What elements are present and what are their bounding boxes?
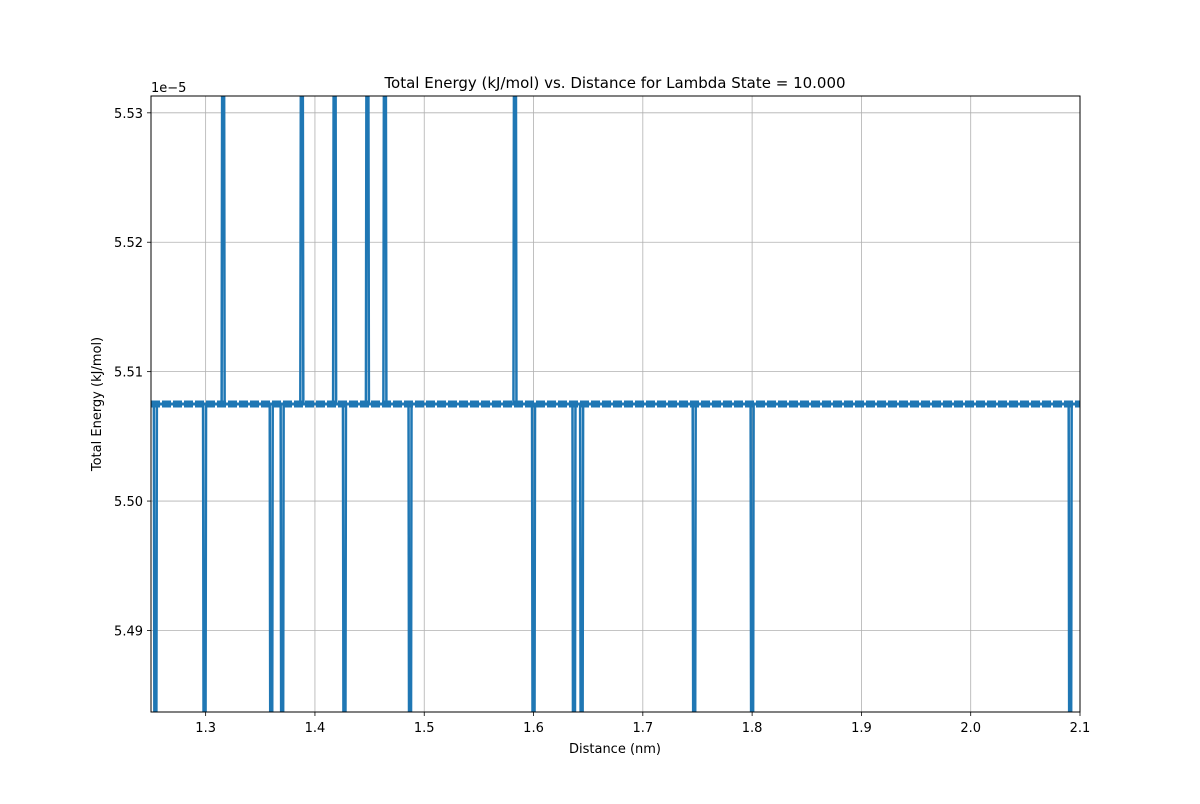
chart-title: Total Energy (kJ/mol) vs. Distance for L… <box>383 74 845 92</box>
x-tick-label: 1.7 <box>632 721 653 736</box>
spike-down <box>268 403 274 712</box>
spike-up <box>364 96 371 405</box>
x-tick-label: 1.8 <box>742 721 763 736</box>
spike-down <box>407 403 413 712</box>
x-tick-label: 1.4 <box>305 721 326 736</box>
spike-down <box>571 403 577 712</box>
x-axis-label: Distance (nm) <box>569 742 661 757</box>
y-tick-label: 5.52 <box>114 236 143 251</box>
spike-up <box>512 96 518 405</box>
spike-down <box>279 403 285 712</box>
plot-frame <box>150 95 1081 713</box>
spike-up <box>331 96 338 405</box>
spike-down <box>530 403 537 712</box>
spike-down <box>1067 403 1073 712</box>
x-tick-label: 2.1 <box>1070 721 1091 736</box>
spike-up <box>382 96 388 405</box>
y-axis-offset-text: 1e−5 <box>151 81 186 96</box>
x-tick-label: 2.0 <box>960 721 981 736</box>
spike-up <box>299 96 305 405</box>
series-energy <box>151 96 1080 712</box>
spike-down <box>749 403 755 712</box>
spike-down <box>152 403 159 712</box>
y-tick-label: 5.53 <box>114 107 143 122</box>
x-tick-label: 1.5 <box>414 721 435 736</box>
y-tick-label: 5.51 <box>114 366 143 381</box>
x-tick-label: 1.6 <box>523 721 544 736</box>
x-tick-label: 1.9 <box>851 721 872 736</box>
spike-down <box>691 403 697 712</box>
spike-down <box>578 403 585 712</box>
y-axis-label: Total Energy (kJ/mol) <box>90 337 105 472</box>
spike-down <box>341 403 348 712</box>
y-tick-label: 5.49 <box>114 624 143 639</box>
x-tick-label: 1.3 <box>195 721 216 736</box>
spike-down <box>201 403 208 712</box>
axis-ticks: 1.3 1.4 1.5 1.6 1.7 1.8 1.9 2.0 2.1 5.49 5.50 5.51 5… <box>114 107 1090 736</box>
spike-up <box>220 96 226 405</box>
y-tick-label: 5.50 <box>114 495 143 510</box>
